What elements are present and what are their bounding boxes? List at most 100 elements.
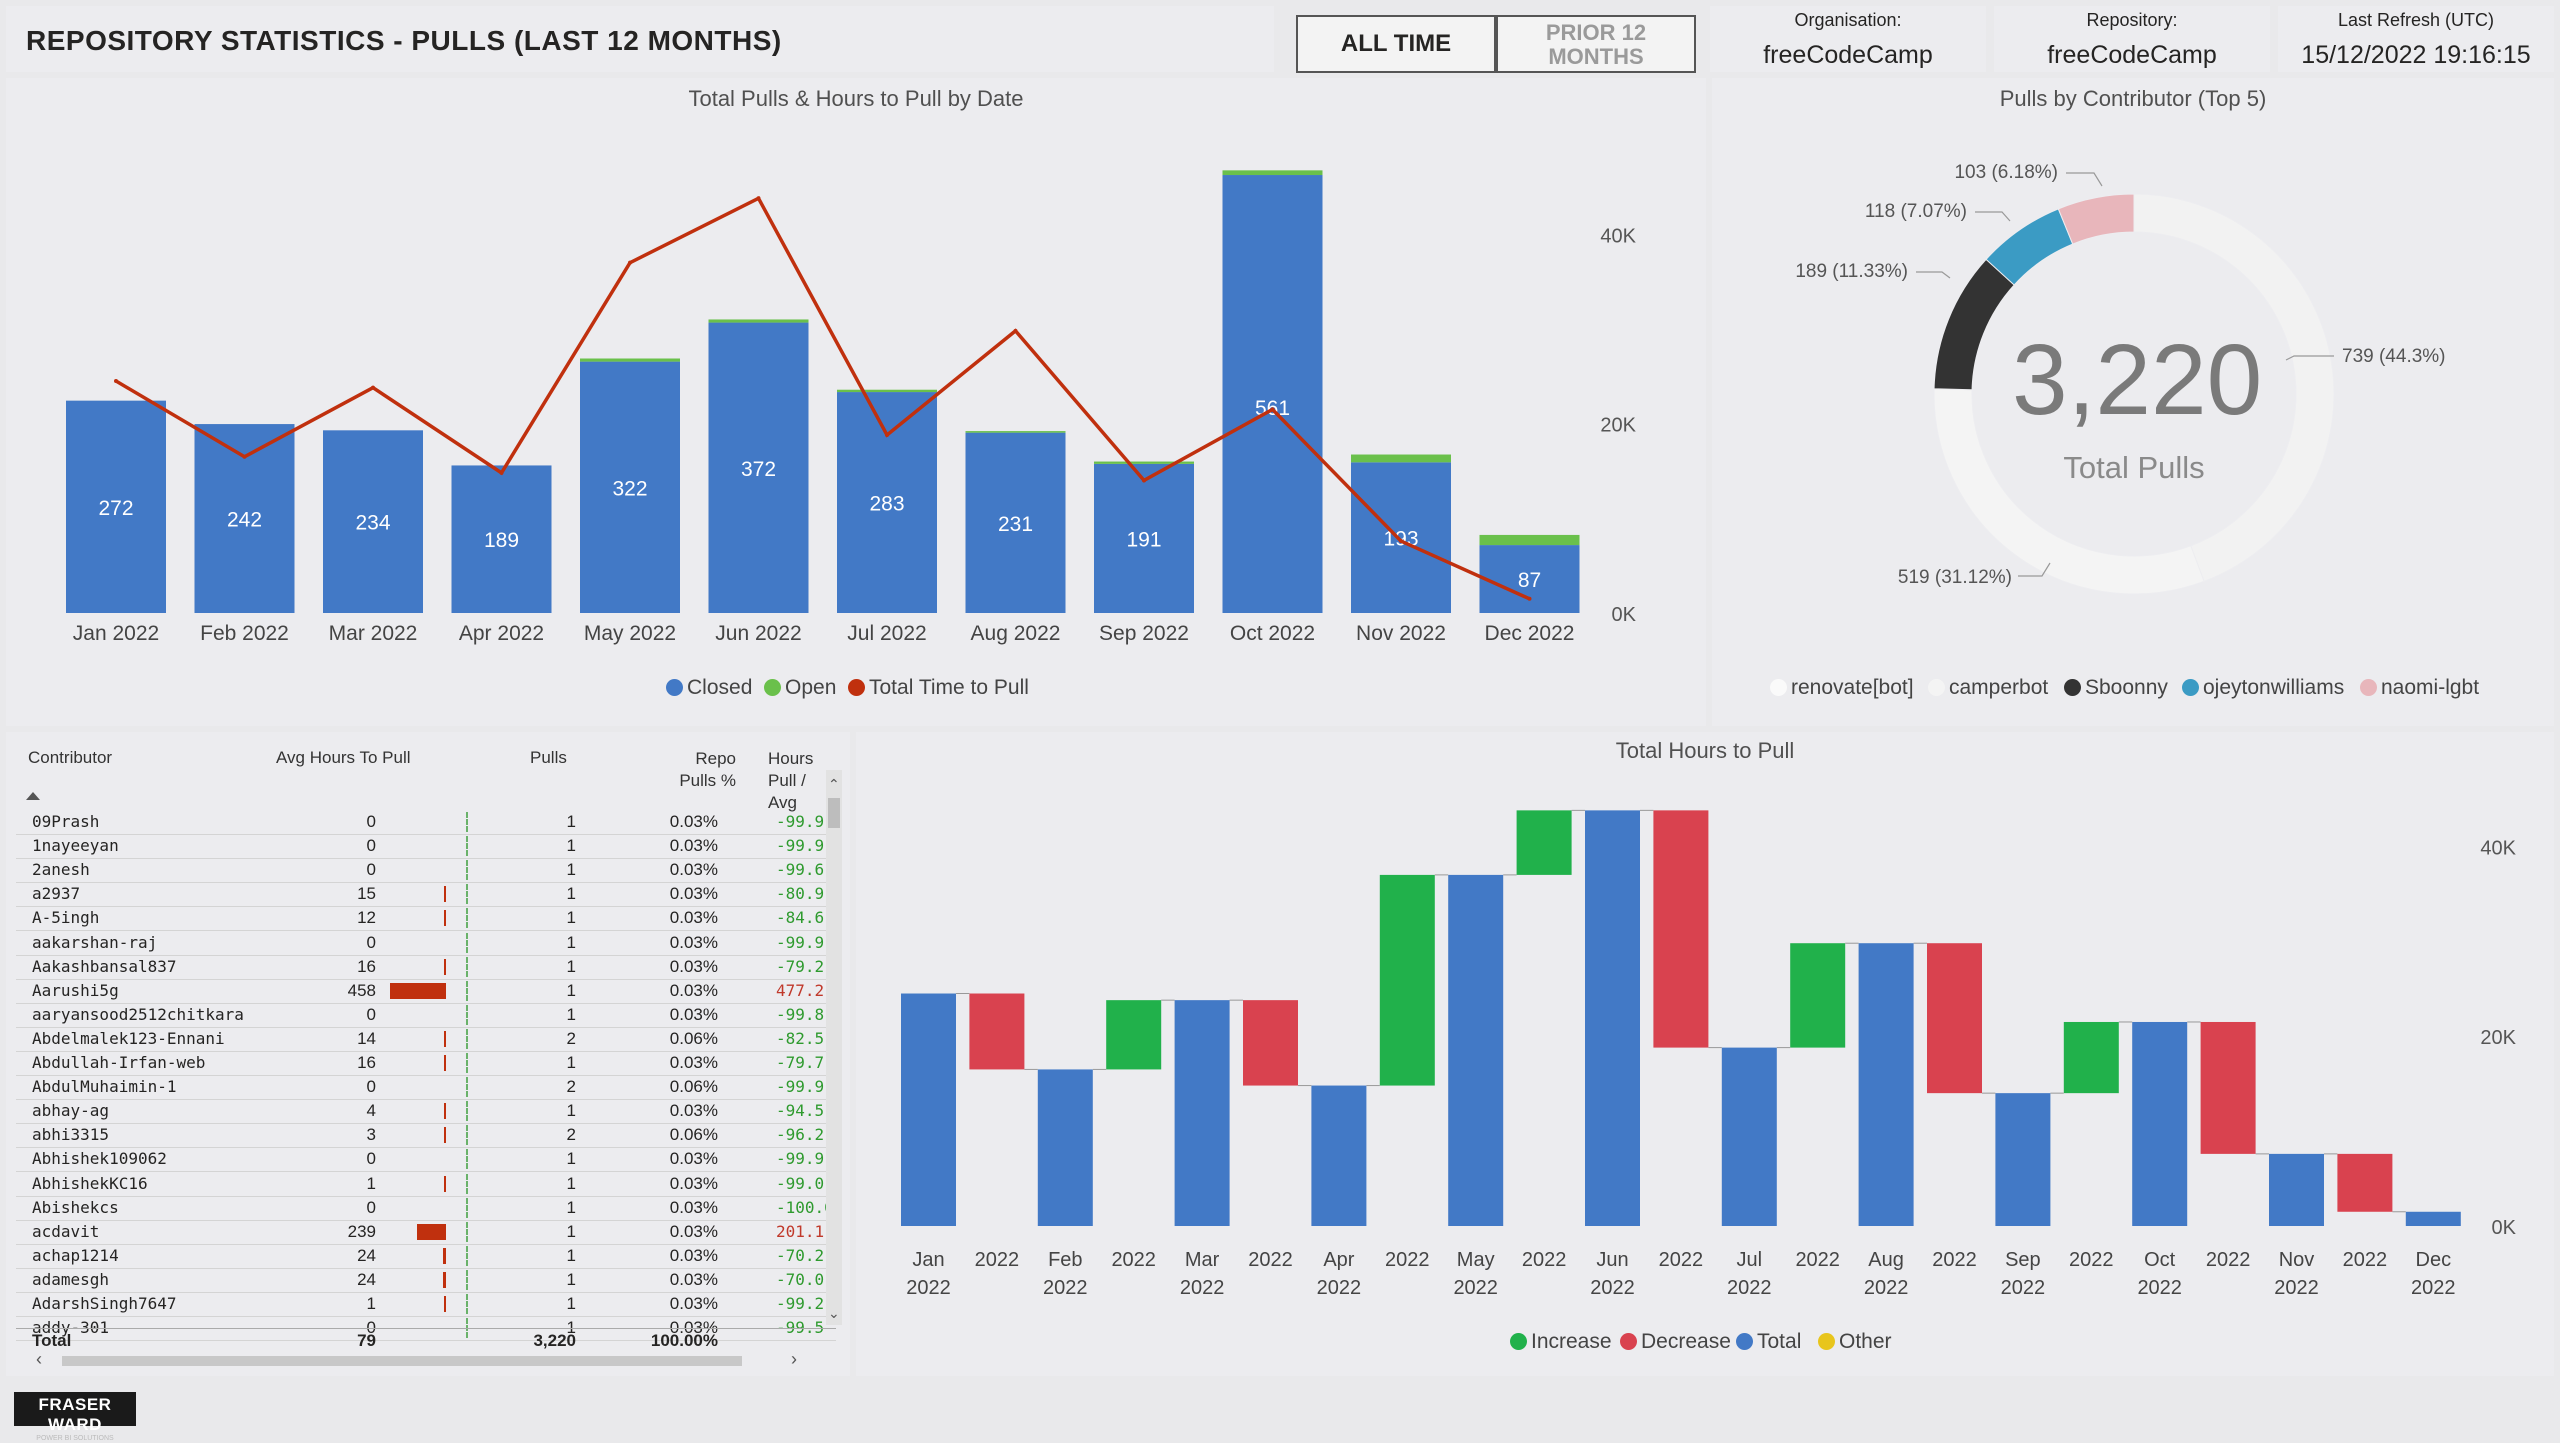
- legend-closed[interactable]: Closed: [666, 676, 752, 700]
- decrease-bar[interactable]: [2337, 1153, 2393, 1212]
- total-time-point[interactable]: [114, 379, 118, 384]
- open-bar[interactable]: [837, 389, 937, 393]
- total-time-point[interactable]: [499, 470, 504, 475]
- col-hours-pull-header[interactable]: Hours Pull / Avg: [768, 749, 814, 812]
- open-bar[interactable]: [965, 431, 1066, 433]
- table-row[interactable]: acdavit 239 1 0.03% 201.1: [16, 1220, 836, 1245]
- decrease-bar[interactable]: [969, 993, 1025, 1070]
- legend-total-time[interactable]: Total Time to Pull: [848, 676, 1029, 700]
- decrease-bar[interactable]: [1927, 943, 1982, 1094]
- total-bar[interactable]: [1037, 1069, 1093, 1226]
- closed-bar[interactable]: [965, 432, 1066, 613]
- closed-bar[interactable]: [66, 400, 166, 613]
- total-bar[interactable]: [1174, 1000, 1230, 1226]
- total-bar[interactable]: [1721, 1047, 1777, 1226]
- closed-bar[interactable]: [580, 361, 680, 613]
- sboonny-slice[interactable]: [1933, 258, 2015, 391]
- total-time-line[interactable]: [115, 195, 1531, 601]
- total-bar[interactable]: [2132, 1021, 2188, 1226]
- legend-sboonny[interactable]: Sboonny: [2064, 676, 2168, 700]
- open-bar[interactable]: [1351, 454, 1451, 463]
- table-row[interactable]: 1nayeeyan 0 1 0.03% -99.9: [16, 834, 836, 860]
- legend-ojeytonwilliams[interactable]: ojeytonwilliams: [2182, 676, 2344, 700]
- table-row[interactable]: Aarushi5g 458 1 0.03% 477.2: [16, 979, 836, 1004]
- closed-bar[interactable]: [451, 465, 552, 613]
- total-bar[interactable]: [2405, 1211, 2461, 1226]
- table-row[interactable]: AbhishekKC16 1 1 0.03% -99.0: [16, 1172, 836, 1197]
- total-bar[interactable]: [901, 993, 956, 1226]
- closed-bar[interactable]: [1351, 462, 1451, 613]
- closed-bar[interactable]: [708, 322, 809, 613]
- open-bar[interactable]: [1094, 461, 1194, 464]
- legend-total[interactable]: Total: [1736, 1330, 1801, 1354]
- total-bar[interactable]: [1448, 874, 1504, 1226]
- decrease-bar[interactable]: [2200, 1021, 2256, 1154]
- decrease-bar[interactable]: [1243, 1000, 1298, 1086]
- table-row[interactable]: addy-301 0 1 0.03% -99.5: [16, 1316, 836, 1342]
- scroll-right-icon[interactable]: ›: [791, 1349, 797, 1369]
- total-bar[interactable]: [2269, 1153, 2324, 1226]
- total-time-point[interactable]: [1399, 539, 1403, 544]
- open-bar[interactable]: [1479, 534, 1580, 546]
- legend-open[interactable]: Open: [764, 676, 836, 700]
- table-row[interactable]: Abdelmalek123-Ennani 14 2 0.06% -82.5: [16, 1027, 836, 1052]
- legend-decrease[interactable]: Decrease: [1620, 1330, 1731, 1354]
- table-row[interactable]: a2937 15 1 0.03% -80.9: [16, 882, 836, 908]
- scroll-up-icon[interactable]: ⌃: [828, 776, 840, 792]
- total-bar[interactable]: [1585, 810, 1640, 1226]
- legend-increase[interactable]: Increase: [1510, 1330, 1612, 1354]
- vertical-scrollbar[interactable]: ⌃ ⌄: [826, 770, 842, 1325]
- increase-bar[interactable]: [2063, 1021, 2119, 1094]
- table-row[interactable]: achap1214 24 1 0.03% -70.2: [16, 1244, 836, 1269]
- total-bar[interactable]: [1995, 1093, 2051, 1226]
- table-row[interactable]: AdarshSingh7647 1 1 0.03% -99.2: [16, 1292, 836, 1317]
- total-time-point[interactable]: [1013, 328, 1018, 333]
- legend-camperbot[interactable]: camperbot: [1928, 676, 2048, 700]
- total-time-point[interactable]: [1527, 596, 1532, 601]
- table-row[interactable]: abhi3315 3 2 0.06% -96.2: [16, 1123, 836, 1149]
- table-row[interactable]: 09Prash 0 1 0.03% -99.9: [16, 810, 836, 835]
- total-bar[interactable]: [1858, 943, 1914, 1226]
- decrease-bar[interactable]: [1653, 810, 1709, 1048]
- col-pulls-header[interactable]: Pulls: [530, 748, 567, 767]
- total-time-point[interactable]: [756, 196, 761, 201]
- increase-bar[interactable]: [1379, 874, 1435, 1086]
- increase-bar[interactable]: [1790, 943, 1846, 1048]
- legend-renovate-bot[interactable]: renovate[bot]: [1770, 676, 1914, 700]
- open-bar[interactable]: [1222, 170, 1323, 176]
- table-row[interactable]: aakarshan-raj 0 1 0.03% -99.9: [16, 931, 836, 956]
- closed-bar[interactable]: [323, 430, 423, 613]
- table-row[interactable]: A-5ingh 12 1 0.03% -84.6: [16, 906, 836, 932]
- total-bar[interactable]: [1311, 1085, 1367, 1226]
- table-row[interactable]: Abishekcs 0 1 0.03% -100.0: [16, 1196, 836, 1221]
- table-row[interactable]: AbdulMuhaimin-1 0 2 0.06% -99.9: [16, 1075, 836, 1101]
- total-time-point[interactable]: [242, 454, 247, 459]
- closed-bar[interactable]: [1479, 545, 1580, 613]
- scroll-down-icon[interactable]: ⌄: [828, 1305, 840, 1321]
- table-row[interactable]: Aakashbansal837 16 1 0.03% -79.2: [16, 955, 836, 980]
- col-repo-pulls-header[interactable]: Repo Pulls %: [679, 749, 736, 790]
- total-time-point[interactable]: [371, 385, 375, 390]
- renovate-bot-slice[interactable]: [2133, 193, 2335, 582]
- total-time-point[interactable]: [1270, 407, 1275, 412]
- table-row[interactable]: Abhishek109062 0 1 0.03% -99.9: [16, 1147, 836, 1173]
- open-bar[interactable]: [580, 358, 680, 362]
- table-row[interactable]: 2anesh 0 1 0.03% -99.6: [16, 858, 836, 884]
- open-bar[interactable]: [708, 319, 809, 323]
- vertical-scroll-thumb[interactable]: [828, 798, 840, 828]
- all-time-button[interactable]: ALL TIME: [1296, 15, 1496, 73]
- table-row[interactable]: abhay-ag 4 1 0.03% -94.5: [16, 1099, 836, 1125]
- increase-bar[interactable]: [1106, 1000, 1162, 1070]
- table-row[interactable]: Abdullah-Irfan-web 16 1 0.03% -79.7: [16, 1051, 836, 1076]
- legend-other[interactable]: Other: [1818, 1330, 1892, 1354]
- col-avg-hours-header[interactable]: Avg Hours To Pull: [276, 748, 411, 767]
- table-row[interactable]: aaryansood2512chitkara 0 1 0.03% -99.8: [16, 1003, 836, 1028]
- scroll-left-icon[interactable]: ‹: [36, 1349, 42, 1369]
- total-time-point[interactable]: [885, 433, 889, 437]
- increase-bar[interactable]: [1516, 810, 1572, 875]
- prior-12-months-button[interactable]: PRIOR 12 MONTHS: [1496, 15, 1696, 73]
- closed-bar[interactable]: [837, 392, 937, 613]
- total-time-point[interactable]: [1142, 478, 1146, 483]
- horizontal-scrollbar[interactable]: ‹ ›: [26, 1349, 806, 1369]
- total-time-point[interactable]: [628, 260, 632, 265]
